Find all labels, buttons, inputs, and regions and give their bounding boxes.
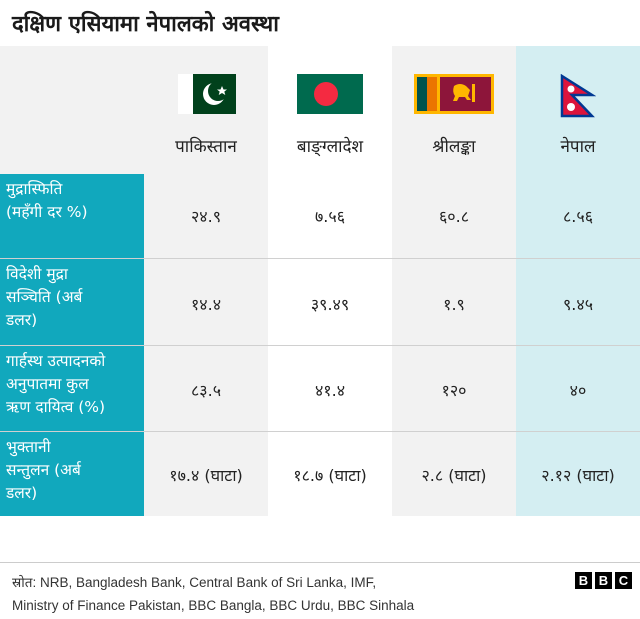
country-name-bangladesh: बाङ्ग्लादेश bbox=[296, 137, 364, 157]
row-label-line: अनुपातमा कुल bbox=[6, 375, 89, 393]
row-divider bbox=[0, 345, 640, 346]
cell-bop-srilanka: २.८ (घाटा) bbox=[421, 466, 487, 485]
column-srilanka: श्रीलङ्का bbox=[392, 46, 516, 516]
column-nepal: नेपाल bbox=[516, 46, 640, 516]
cell-inflation-pakistan: २४.९ bbox=[190, 207, 222, 226]
cell-debt-srilanka: १२० bbox=[441, 381, 467, 400]
row-label-line: डलर) bbox=[6, 311, 38, 329]
cell-forex-srilanka: १.९ bbox=[443, 295, 465, 314]
column-pakistan: पाकिस्तान bbox=[144, 46, 268, 516]
footer-divider bbox=[0, 562, 640, 563]
row-label-line: विदेशी मुद्रा bbox=[6, 265, 68, 283]
cell-debt-bangladesh: ४१.४ bbox=[314, 381, 346, 400]
cell-debt-nepal: ४० bbox=[569, 381, 587, 400]
row-label-line: गार्हस्थ उत्पादनको bbox=[6, 352, 106, 370]
nepal-flag-icon bbox=[560, 74, 596, 118]
cell-inflation-nepal: ८.५६ bbox=[562, 207, 594, 226]
country-name-nepal: नेपाल bbox=[560, 137, 596, 157]
source-note: स्रोत: NRB, Bangladesh Bank, Central Ban… bbox=[12, 571, 414, 617]
srilanka-flag-icon bbox=[414, 74, 494, 114]
row-label-line: सञ्चिति (अर्ब bbox=[6, 288, 83, 306]
bbc-logo: B B C bbox=[575, 572, 632, 589]
country-name-srilanka: श्रीलङ्का bbox=[432, 137, 476, 157]
row-label-debt-to-gdp: गार्हस्थ उत्पादनको अनुपातमा कुल ऋण दायित… bbox=[0, 346, 144, 431]
row-label-line: भुक्तानी bbox=[6, 438, 51, 456]
page-title: दक्षिण एसियामा नेपालको अवस्था bbox=[12, 12, 279, 37]
cell-forex-pakistan: १४.४ bbox=[190, 295, 222, 314]
bangladesh-flag-icon bbox=[297, 74, 363, 114]
cell-bop-bangladesh: १८.७ (घाटा) bbox=[293, 466, 367, 485]
row-label-line: मुद्रास्फिति bbox=[6, 180, 63, 198]
row-label-inflation: मुद्रास्फिति (महँगी दर %) bbox=[0, 174, 144, 258]
cell-forex-nepal: ९.४५ bbox=[562, 295, 594, 314]
row-label-forex-reserves: विदेशी मुद्रा सञ्चिति (अर्ब डलर) bbox=[0, 259, 144, 345]
cell-bop-pakistan: १७.४ (घाटा) bbox=[169, 466, 243, 485]
bbc-logo-letter: B bbox=[575, 572, 592, 589]
row-label-line: ऋण दायित्व (%) bbox=[6, 398, 106, 416]
cell-inflation-bangladesh: ७.५६ bbox=[314, 207, 346, 226]
pakistan-flag-icon bbox=[178, 74, 236, 114]
bbc-logo-letter: B bbox=[595, 572, 612, 589]
row-label-line: (महँगी दर %) bbox=[6, 203, 88, 221]
row-label-balance-of-payments: भुक्तानी सन्तुलन (अर्ब डलर) bbox=[0, 432, 144, 516]
source-line: Ministry of Finance Pakistan, BBC Bangla… bbox=[12, 598, 415, 613]
row-divider bbox=[0, 258, 640, 259]
bbc-logo-letter: C bbox=[615, 572, 632, 589]
cell-bop-nepal: २.१२ (घाटा) bbox=[541, 466, 615, 485]
column-bangladesh: बाङ्ग्लादेश bbox=[268, 46, 392, 516]
row-label-line: सन्तुलन (अर्ब bbox=[6, 461, 81, 479]
row-label-line: डलर) bbox=[6, 484, 38, 502]
source-line: स्रोत: NRB, Bangladesh Bank, Central Ban… bbox=[12, 575, 377, 590]
row-divider bbox=[0, 431, 640, 432]
cell-inflation-srilanka: ६०.८ bbox=[438, 207, 470, 226]
country-name-pakistan: पाकिस्तान bbox=[175, 137, 237, 157]
comparison-table: पाकिस्तान बाङ्ग्लादेश श्रीलङ्का bbox=[0, 46, 640, 516]
cell-debt-pakistan: ८३.५ bbox=[190, 381, 222, 400]
cell-forex-bangladesh: ३९.४९ bbox=[310, 295, 350, 314]
